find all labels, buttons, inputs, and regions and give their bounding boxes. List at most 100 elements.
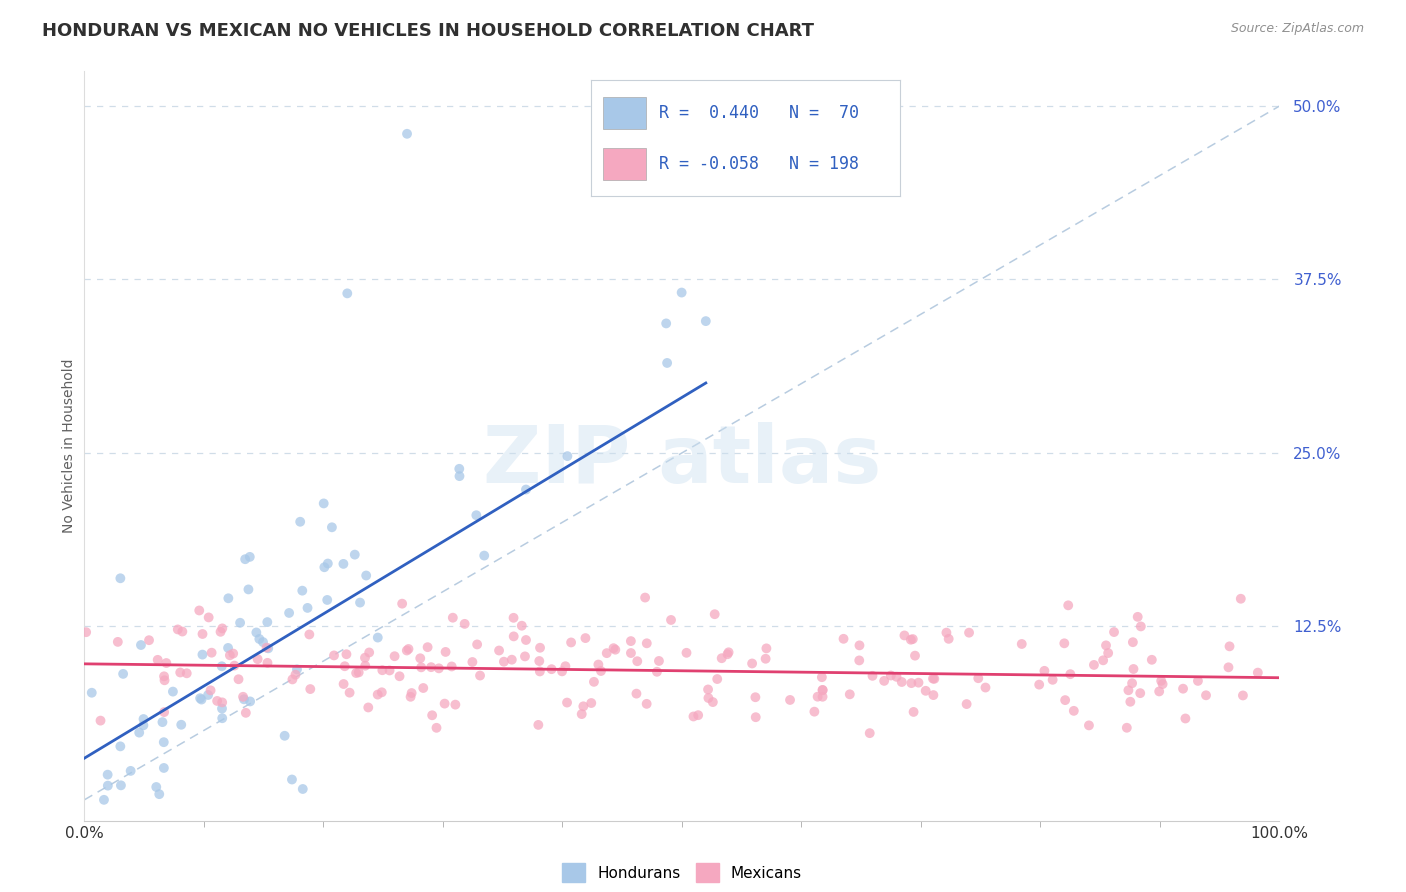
Point — [273, 729, 295, 743]
Point — [170, 718, 193, 732]
Point — [636, 636, 658, 650]
Point — [188, 603, 211, 617]
Point — [501, 653, 523, 667]
Point — [605, 642, 627, 657]
Point — [1063, 704, 1085, 718]
Point — [314, 560, 336, 574]
Point — [246, 652, 269, 666]
Point — [648, 654, 671, 668]
Point — [247, 632, 270, 646]
Point — [492, 655, 515, 669]
Text: HONDURAN VS MEXICAN NO VEHICLES IN HOUSEHOLD CORRELATION CHART: HONDURAN VS MEXICAN NO VEHICLES IN HOUSE… — [42, 22, 814, 40]
Point — [1115, 721, 1137, 735]
Point — [461, 655, 484, 669]
Point — [112, 666, 135, 681]
Point — [278, 606, 301, 620]
Point — [211, 695, 233, 709]
Point — [744, 690, 766, 705]
Point — [697, 682, 720, 697]
Point — [110, 571, 132, 585]
Point — [900, 676, 922, 690]
Point — [710, 651, 733, 665]
Point — [166, 623, 188, 637]
Point — [416, 640, 439, 655]
Point — [412, 681, 434, 695]
Point — [257, 641, 280, 656]
Point — [1121, 676, 1143, 690]
Point — [1119, 695, 1142, 709]
Point — [903, 705, 925, 719]
Point — [688, 708, 710, 723]
Point — [235, 706, 257, 720]
Point — [745, 710, 768, 724]
Point — [148, 787, 170, 801]
Point — [529, 654, 551, 668]
Point — [1097, 646, 1119, 660]
Text: R = -0.058   N = 198: R = -0.058 N = 198 — [658, 155, 859, 173]
Point — [924, 672, 946, 686]
Point — [321, 520, 343, 534]
Point — [388, 669, 411, 683]
Point — [914, 683, 936, 698]
Point — [510, 618, 533, 632]
Point — [129, 638, 152, 652]
Point — [540, 662, 562, 676]
Point — [339, 686, 361, 700]
Point — [957, 625, 980, 640]
Point — [515, 632, 537, 647]
Point — [529, 640, 551, 655]
Point — [1122, 662, 1144, 676]
Point — [211, 621, 233, 635]
Point — [152, 715, 174, 730]
Point — [1077, 718, 1099, 732]
Point — [349, 596, 371, 610]
Point — [900, 632, 922, 647]
Point — [233, 692, 256, 706]
Point — [571, 707, 593, 722]
Point — [588, 657, 610, 672]
Point — [217, 640, 239, 655]
Point — [316, 593, 339, 607]
Point — [626, 654, 648, 668]
Point — [343, 548, 366, 562]
Point — [1095, 639, 1118, 653]
Point — [838, 687, 860, 701]
Point — [224, 658, 246, 673]
Point — [384, 649, 406, 664]
Point — [233, 552, 256, 566]
Point — [465, 637, 488, 651]
Point — [581, 696, 603, 710]
Point — [848, 653, 870, 667]
Point — [354, 658, 377, 673]
Point — [636, 697, 658, 711]
Point — [634, 591, 657, 605]
Point — [449, 462, 471, 476]
Point — [398, 642, 420, 657]
Point — [211, 711, 233, 725]
Point — [188, 691, 211, 706]
Point — [886, 670, 908, 684]
Point — [449, 469, 471, 483]
Point — [655, 317, 678, 331]
Point — [582, 674, 605, 689]
Point — [153, 673, 176, 688]
Point — [153, 761, 176, 775]
Point — [1147, 684, 1170, 698]
Point — [152, 735, 174, 749]
Point — [1028, 678, 1050, 692]
Point — [228, 672, 250, 686]
Point — [890, 675, 912, 690]
Point — [427, 661, 450, 675]
Point — [1129, 619, 1152, 633]
Point — [191, 627, 214, 641]
Text: Source: ZipAtlas.com: Source: ZipAtlas.com — [1230, 22, 1364, 36]
Point — [502, 611, 524, 625]
Point — [859, 726, 882, 740]
Point — [1092, 653, 1115, 667]
Point — [904, 648, 927, 663]
Point — [371, 663, 394, 677]
Point — [803, 705, 825, 719]
Point — [332, 677, 354, 691]
Point — [703, 607, 725, 622]
Point — [811, 683, 834, 698]
